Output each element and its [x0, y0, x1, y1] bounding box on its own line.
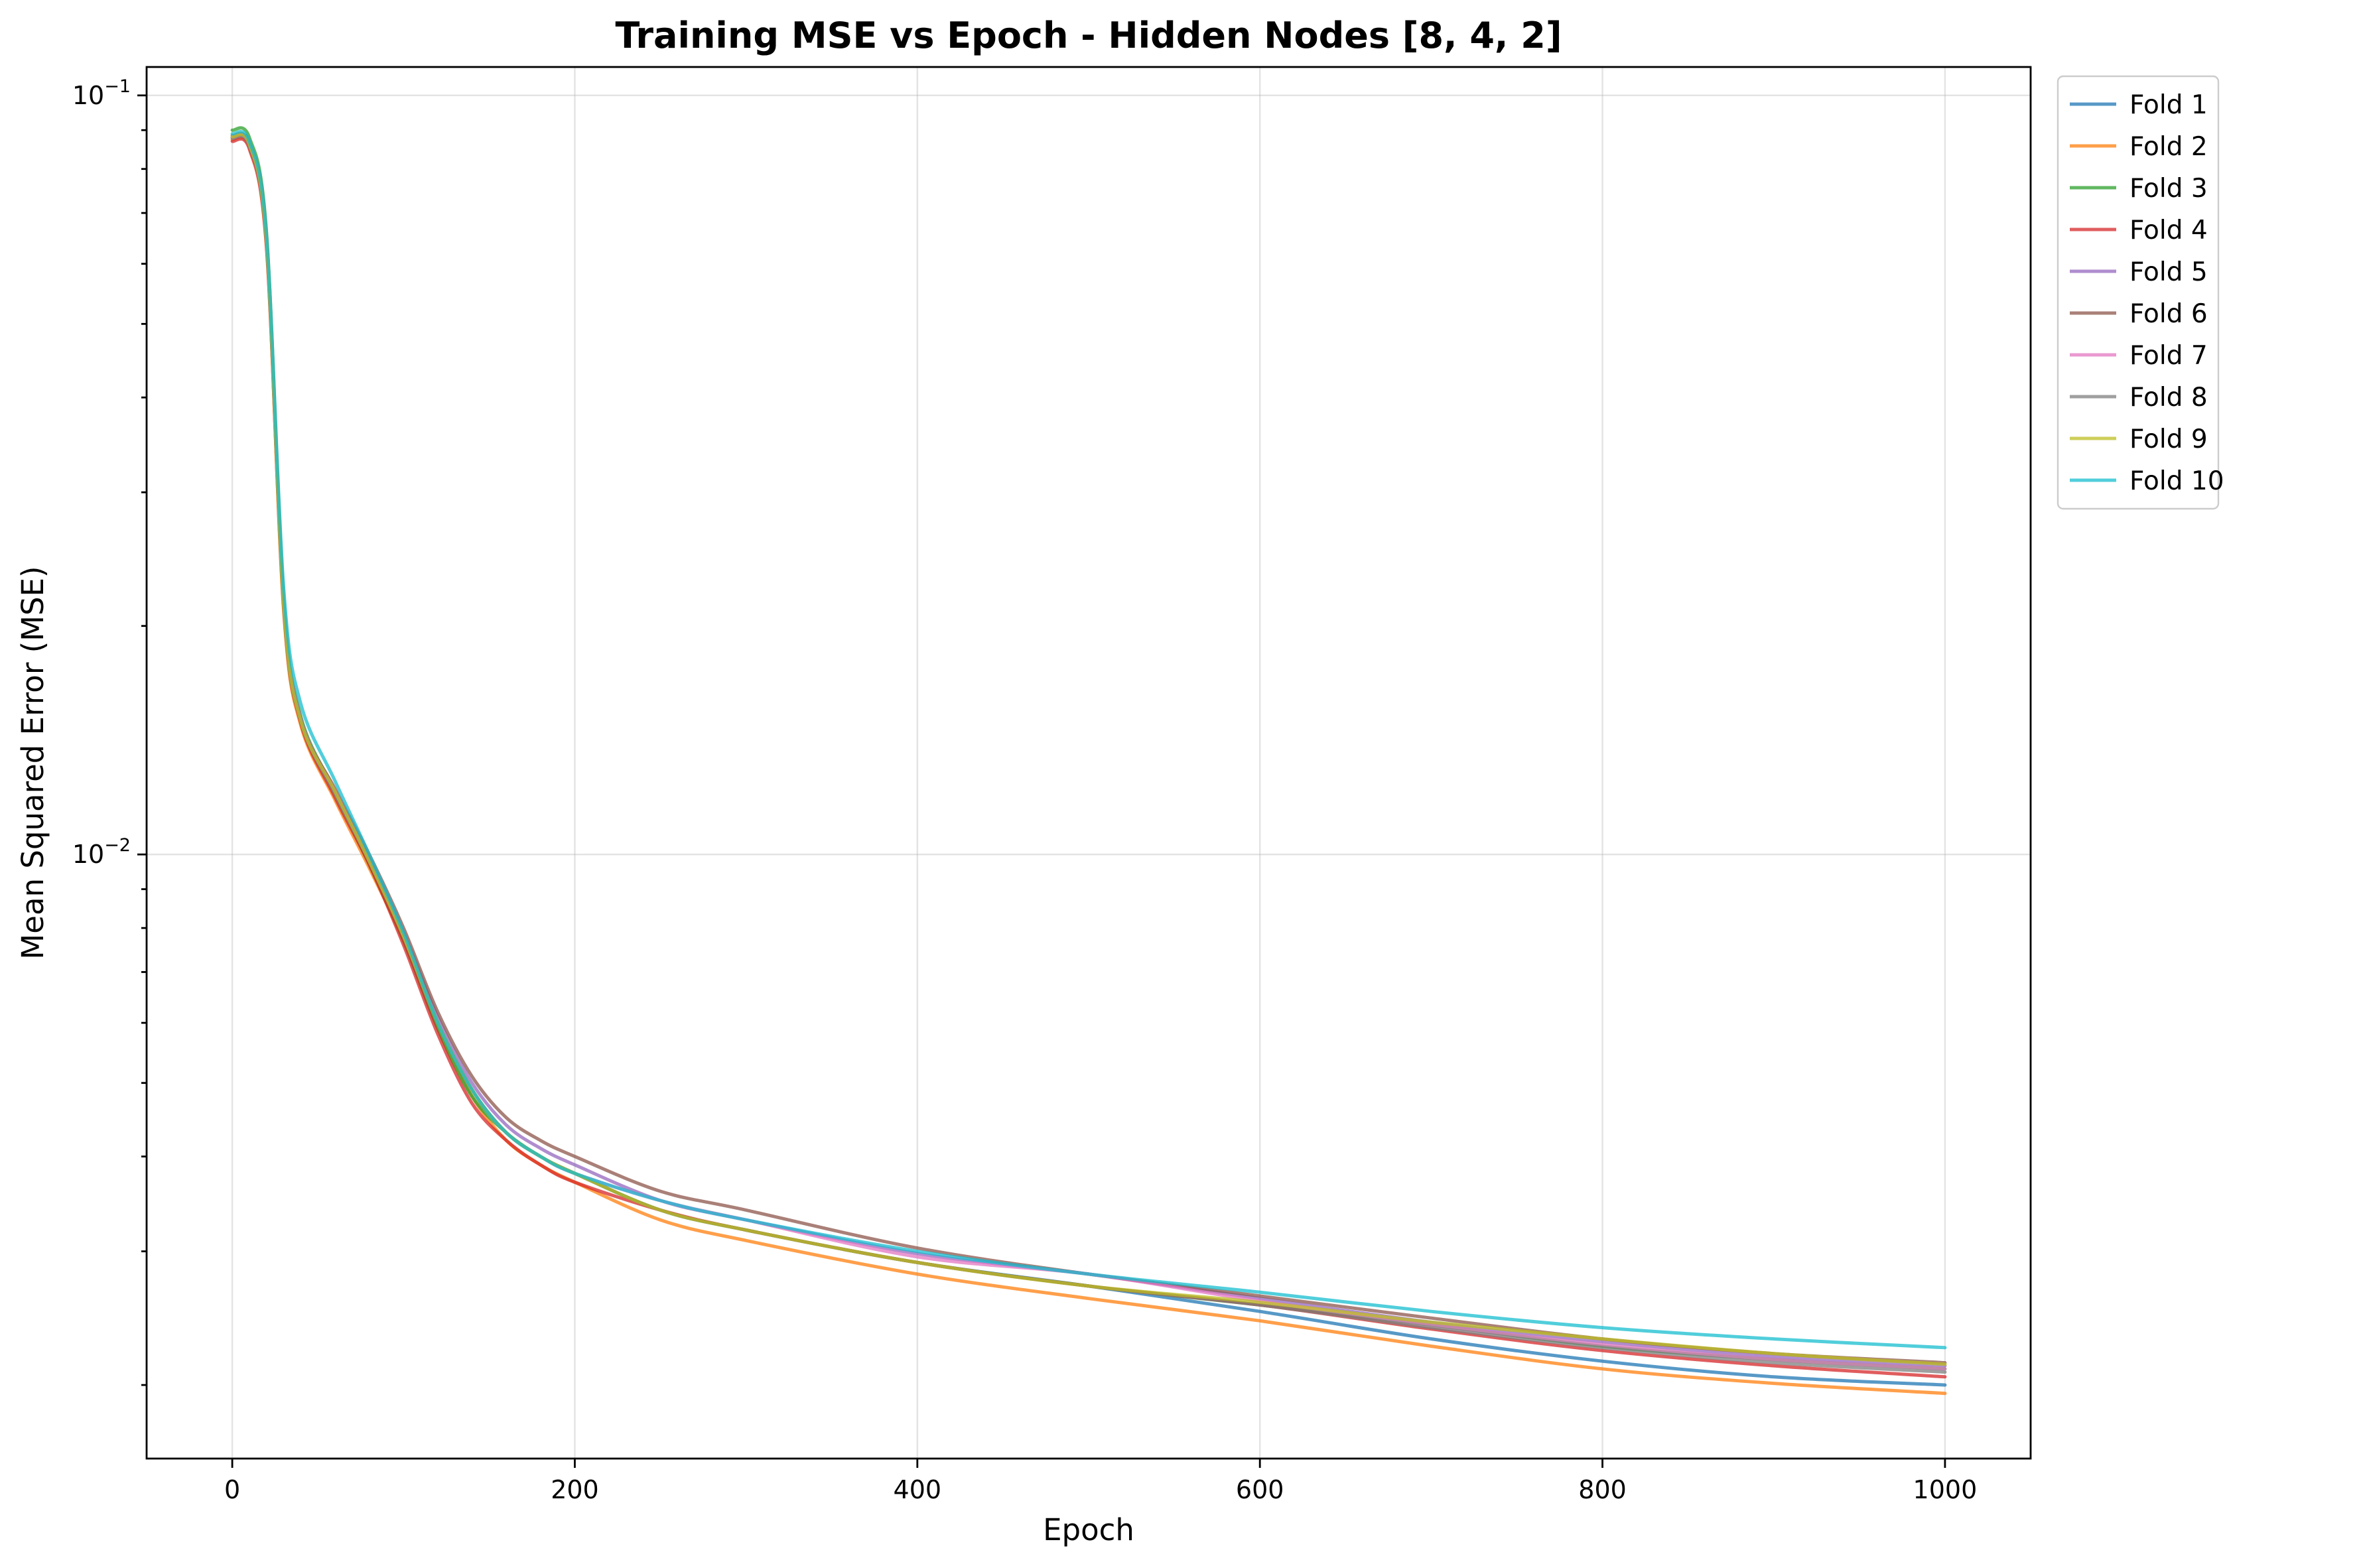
x-axis-ticks: 0 200 400 600 800 1000	[224, 1459, 1977, 1504]
legend-box	[2057, 75, 2220, 510]
legend-label: Fold 3	[2129, 174, 2208, 204]
legend-label: Fold 6	[2129, 299, 2208, 329]
legend-label: Fold 2	[2129, 132, 2208, 162]
series-lines	[230, 126, 1947, 1396]
legend-label: Fold 4	[2129, 216, 2208, 245]
legend-label: Fold 1	[2129, 90, 2208, 120]
legend: Fold 1 Fold 2 Fold 3 Fold 4 Fold 5 Fold 6 Fold…	[2057, 75, 2224, 510]
x-tick-label: 600	[1236, 1475, 1284, 1504]
series-line-fold-10	[230, 130, 1947, 1350]
x-tick-label: 800	[1578, 1475, 1627, 1504]
chart-title: Training MSE vs Epoch - Hidden Nodes [8,…	[616, 15, 1562, 56]
y-tick-label: 10−2	[72, 835, 131, 869]
x-tick-label: 1000	[1913, 1475, 1978, 1504]
legend-label: Fold 7	[2129, 341, 2208, 371]
legend-label: Fold 5	[2129, 257, 2208, 287]
y-tick-label: 10−1	[72, 76, 131, 110]
y-axis-label: Mean Squared Error (MSE)	[15, 566, 50, 959]
plot-frame	[145, 66, 2032, 1460]
x-tick-label: 400	[894, 1475, 942, 1504]
legend-label: Fold 8	[2129, 383, 2208, 413]
legend-label: Fold 9	[2129, 425, 2208, 454]
y-axis-ticks: 10−1 10−2	[72, 76, 147, 1386]
x-tick-label: 0	[224, 1475, 240, 1504]
grid-lines	[147, 67, 2031, 1459]
legend-label: Fold 10	[2129, 466, 2224, 496]
x-axis-label: Epoch	[1043, 1512, 1134, 1547]
x-tick-label: 200	[551, 1475, 599, 1504]
